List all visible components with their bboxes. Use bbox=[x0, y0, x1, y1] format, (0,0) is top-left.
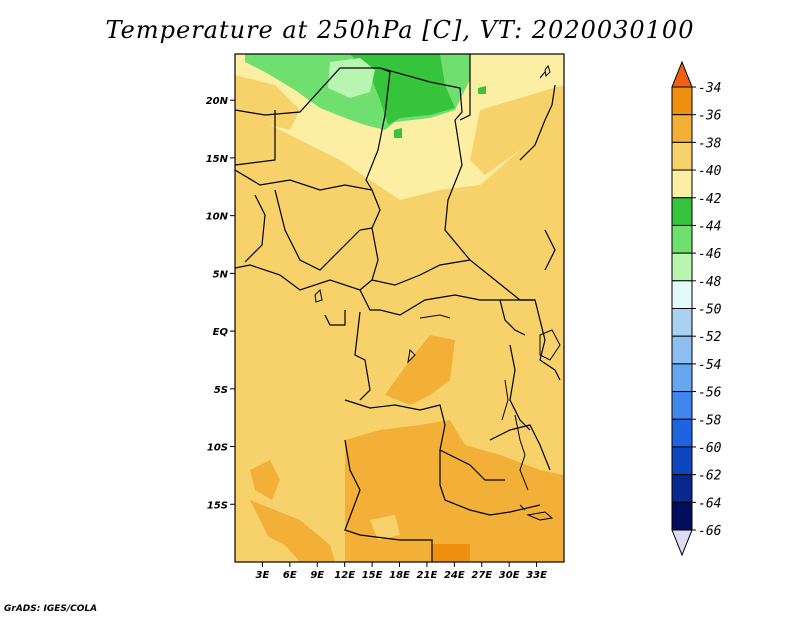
colorbar-swatch bbox=[671, 391, 693, 420]
longitude-axis: 3E 6E 9E 12E 15E 18E 21E 24E 27E 30E 33E bbox=[256, 562, 547, 581]
lat-tick-label: 15S bbox=[207, 500, 228, 511]
field-coast-40 bbox=[255, 530, 300, 562]
colorbar-swatch bbox=[671, 141, 693, 171]
colorbar-label: -38 bbox=[698, 136, 722, 151]
lat-tick-label: EQ bbox=[213, 327, 229, 338]
colorbar-swatch bbox=[671, 474, 693, 503]
colorbar-label: -58 bbox=[698, 413, 722, 428]
colorbar-swatch bbox=[671, 280, 693, 309]
lon-tick-label: 9E bbox=[310, 570, 324, 581]
field-strip-42 bbox=[460, 54, 470, 110]
colorbar: -34 -36 -38 -40 -42 -44 -46 -48 -50 -52 -54 -56 -58 -… bbox=[671, 60, 722, 557]
lat-tick-label: 10N bbox=[206, 212, 229, 223]
colorbar-swatch bbox=[671, 446, 693, 476]
lat-tick-label: 20N bbox=[206, 96, 229, 107]
lon-tick-label: 15E bbox=[362, 570, 383, 581]
colorbar-label: -36 bbox=[698, 109, 722, 124]
lat-tick-label: 5S bbox=[214, 385, 228, 396]
colorbar-label: -60 bbox=[698, 441, 722, 456]
colorbar-swatch bbox=[671, 335, 693, 365]
field-green-44 bbox=[350, 54, 455, 125]
colorbar-swatch bbox=[671, 418, 693, 448]
colorbar-label: -50 bbox=[698, 303, 722, 318]
colorbar-swatch bbox=[671, 86, 693, 116]
chart-title: Temperature at 250hPa [C], VT: 202003010… bbox=[105, 16, 695, 44]
lon-tick-label: 6E bbox=[283, 570, 297, 581]
lon-tick-label: 27E bbox=[471, 570, 492, 581]
lat-tick-label: 10S bbox=[207, 443, 228, 454]
colorbar-swatch bbox=[671, 169, 693, 199]
colorbar-label: -64 bbox=[698, 496, 721, 511]
field-south-38 bbox=[345, 420, 564, 562]
lon-tick-label: 30E bbox=[499, 570, 520, 581]
colorbar-swatch bbox=[671, 224, 693, 254]
colorbar-top-arrow bbox=[671, 60, 693, 88]
colorbar-swatch bbox=[671, 363, 693, 393]
colorbar-label: -54 bbox=[698, 358, 721, 373]
colorbar-label: -62 bbox=[698, 469, 722, 484]
lon-tick-label: 21E bbox=[417, 570, 438, 581]
field-speck-44 bbox=[478, 86, 486, 94]
colorbar-label: -48 bbox=[698, 275, 722, 290]
colorbar-label: -56 bbox=[698, 386, 722, 401]
temperature-field bbox=[235, 54, 564, 562]
colorbar-label: -42 bbox=[698, 192, 722, 207]
colorbar-label: -34 bbox=[698, 81, 721, 96]
lon-tick-label: 24E bbox=[444, 570, 465, 581]
lat-tick-label: 15N bbox=[206, 154, 229, 165]
colorbar-swatch bbox=[671, 252, 693, 282]
field-congo-38 bbox=[385, 335, 455, 405]
colorbar-bottom-arrow bbox=[671, 529, 693, 557]
lat-tick-label: 5N bbox=[213, 269, 229, 280]
latitude-axis: 20N 15N 10N 5N EQ 5S 10S 15S bbox=[206, 96, 235, 511]
colorbar-swatch bbox=[671, 501, 693, 531]
field-coast-38 bbox=[250, 500, 335, 562]
colorbar-swatch bbox=[671, 197, 693, 226]
field-south-36 bbox=[432, 544, 470, 562]
grads-credit: GrADS: IGES/COLA bbox=[4, 604, 98, 614]
country-boundaries bbox=[235, 54, 561, 562]
field-patch-40 bbox=[370, 515, 400, 540]
field-speck-44b bbox=[394, 128, 402, 138]
field-northwest-40 bbox=[235, 75, 300, 130]
colorbar-label: -44 bbox=[698, 219, 721, 234]
colorbar-swatch bbox=[671, 308, 693, 337]
colorbar-swatch bbox=[671, 114, 693, 143]
lakes bbox=[314, 64, 561, 521]
lon-tick-label: 33E bbox=[526, 570, 547, 581]
lon-tick-label: 3E bbox=[256, 570, 270, 581]
colorbar-label: -52 bbox=[698, 330, 722, 345]
colorbar-label: -40 bbox=[698, 164, 722, 179]
colorbar-label: -66 bbox=[698, 524, 722, 539]
lon-tick-label: 18E bbox=[389, 570, 410, 581]
field-northeast-40 bbox=[470, 85, 564, 175]
field-southwest-38 bbox=[250, 460, 280, 500]
colorbar-label: -46 bbox=[698, 247, 722, 262]
lon-tick-label: 12E bbox=[334, 570, 355, 581]
